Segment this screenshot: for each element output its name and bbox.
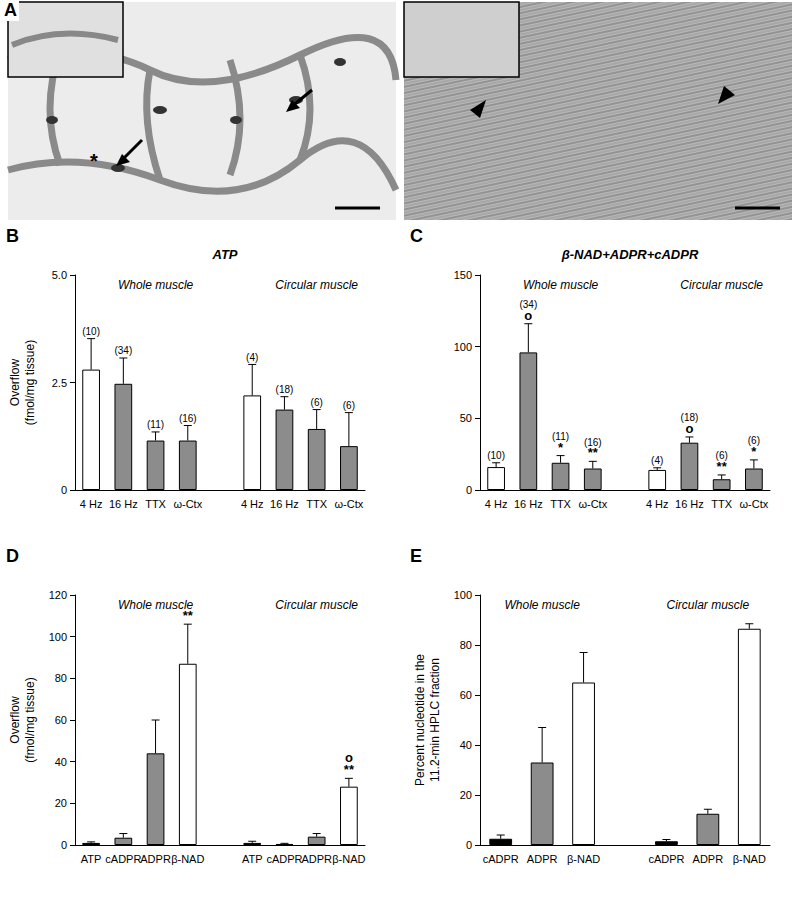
svg-text:Whole muscle: Whole muscle [118,278,194,292]
svg-text:5.0: 5.0 [52,269,67,281]
svg-text:(10): (10) [487,450,505,461]
svg-text:Overflow: Overflow [8,696,22,744]
svg-text:Whole muscle: Whole muscle [504,598,580,612]
svg-text:11.2-min HPLC fraction: 11.2-min HPLC fraction [428,658,442,782]
svg-text:(fmol/mg tissue): (fmol/mg tissue) [23,677,37,762]
svg-text:Circular muscle: Circular muscle [680,278,763,292]
svg-text:(10): (10) [82,326,100,337]
svg-text:0: 0 [61,484,67,496]
svg-text:20: 20 [55,797,67,809]
svg-text:0: 0 [466,839,472,851]
svg-text:40: 40 [460,739,472,751]
svg-text:ATP: ATP [242,853,263,865]
svg-text:(34): (34) [519,299,537,310]
svg-text:(18): (18) [276,384,294,395]
svg-text:60: 60 [55,714,67,726]
svg-text:4 Hz: 4 Hz [241,498,264,510]
svg-text:(18): (18) [681,412,699,423]
svg-text:o: o [524,307,533,323]
svg-text:0: 0 [466,484,472,496]
svg-text:E: E [410,546,422,566]
svg-text:ω-Ctx: ω-Ctx [578,498,607,510]
svg-text:β-NAD: β-NAD [171,853,204,865]
svg-text:Overflow: Overflow [8,358,22,406]
svg-text:(16): (16) [179,413,197,424]
svg-text:C: C [410,226,423,246]
svg-text:TTX: TTX [550,498,571,510]
svg-text:B: B [6,226,19,246]
svg-text:β-NAD: β-NAD [567,853,600,865]
svg-text:120: 120 [49,589,67,601]
svg-text:β-NAD: β-NAD [733,853,766,865]
svg-text:cADPR: cADPR [483,853,519,865]
svg-text:40: 40 [55,756,67,768]
svg-text:β-NAD: β-NAD [332,853,365,865]
svg-text:(4): (4) [651,455,663,466]
svg-text:D: D [6,546,19,566]
svg-text:β-NAD+ADPR+cADPR: β-NAD+ADPR+cADPR [561,247,699,262]
svg-text:Percent nucleotide in the: Percent nucleotide in the [413,654,427,786]
svg-text:16 Hz: 16 Hz [109,498,138,510]
svg-text:(6): (6) [343,400,355,411]
svg-text:ADPR: ADPR [301,853,332,865]
svg-text:150: 150 [454,269,472,281]
svg-text:Whole muscle: Whole muscle [117,598,194,612]
svg-text:80: 80 [55,672,67,684]
svg-text:ADPR: ADPR [527,853,558,865]
svg-text:80: 80 [460,639,472,651]
svg-text:cADPR: cADPR [266,853,302,865]
svg-text:(11): (11) [552,431,569,442]
svg-text:(16): (16) [584,437,602,448]
svg-text:cADPR: cADPR [105,853,141,865]
svg-text:(6): (6) [311,397,323,408]
svg-text:cADPR: cADPR [648,853,684,865]
svg-text:(34): (34) [114,345,132,356]
svg-text:16 Hz: 16 Hz [270,498,299,510]
html-text:A: A [4,0,17,20]
svg-text:TTX: TTX [306,498,327,510]
svg-text:20: 20 [460,789,472,801]
svg-text:ω-Ctx: ω-Ctx [740,498,769,510]
svg-text:50: 50 [460,412,472,424]
svg-text:2.5: 2.5 [52,377,67,389]
svg-text:(fmol/mg tissue): (fmol/mg tissue) [23,340,37,425]
svg-text:Circular muscle: Circular muscle [275,598,358,612]
svg-text:o: o [685,421,694,436]
svg-text:ω-Ctx: ω-Ctx [173,498,202,510]
svg-text:4 Hz: 4 Hz [485,498,508,510]
svg-text:ATP: ATP [211,247,237,262]
svg-text:ω-Ctx: ω-Ctx [335,498,364,510]
svg-text:ATP: ATP [81,853,102,865]
svg-text:4 Hz: 4 Hz [80,498,103,510]
svg-text:Circular muscle: Circular muscle [667,598,750,612]
svg-text:100: 100 [454,341,472,353]
svg-text:0: 0 [61,839,67,851]
svg-text:Circular muscle: Circular muscle [275,278,358,292]
svg-text:TTX: TTX [145,498,166,510]
svg-text:(4): (4) [246,352,258,363]
svg-text:16 Hz: 16 Hz [675,498,704,510]
svg-text:(6): (6) [716,450,728,461]
svg-text:o: o [345,750,353,765]
svg-text:16 Hz: 16 Hz [514,498,543,510]
svg-text:4 Hz: 4 Hz [646,498,669,510]
svg-text:(6): (6) [748,435,760,446]
svg-text:100: 100 [49,631,67,643]
svg-text:Whole muscle: Whole muscle [523,278,599,292]
svg-text:ADPR: ADPR [693,853,724,865]
svg-text:60: 60 [460,689,472,701]
svg-text:(11): (11) [147,419,164,430]
svg-text:**: ** [183,608,194,623]
svg-text:100: 100 [454,589,472,601]
svg-text:ADPR: ADPR [140,853,171,865]
svg-text:TTX: TTX [711,498,732,510]
